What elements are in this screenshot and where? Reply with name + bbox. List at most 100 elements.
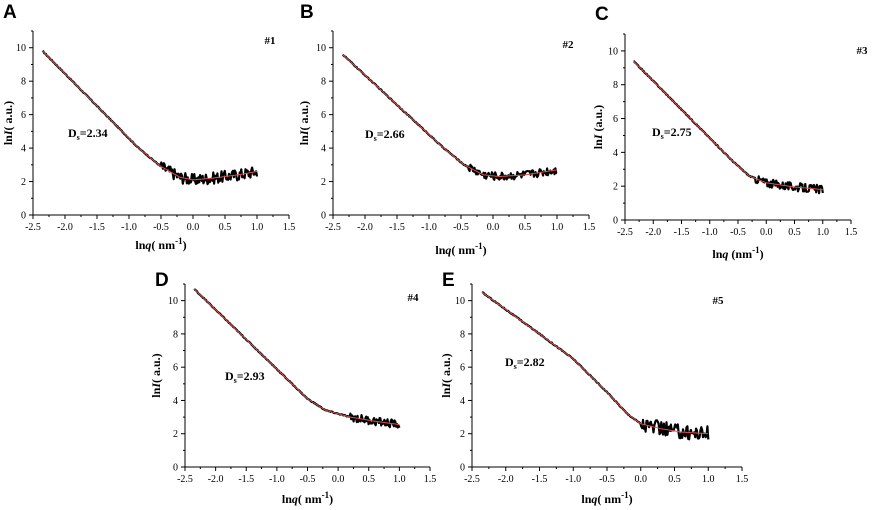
x-tick-label: 0.0 [487, 222, 500, 233]
fractal-dimension-label: Ds=2.93 [225, 369, 265, 385]
y-axis-label: lnI (a.u.) [591, 105, 605, 149]
x-tick-label: 1.0 [702, 474, 715, 485]
sample-label: #3 [857, 45, 869, 57]
y-tick-label: 0 [321, 211, 326, 222]
x-tick-label: 0.0 [635, 474, 648, 485]
x-tick-label: -1.0 [702, 227, 718, 238]
y-tick-label: 6 [21, 110, 26, 121]
panel-a: A -2.5 -2.0 -1.5 -1.0 -0.5 0.0 0.5 1.0 1.5 0 2 4 6 8 10… [1, 2, 295, 252]
panel-letter: D [155, 270, 169, 291]
x-tick-label: 1.0 [393, 474, 406, 485]
x-tick-label: -0.5 [599, 474, 615, 485]
x-tick-label: 1.5 [424, 474, 437, 485]
fractal-dimension-label: Ds=2.34 [68, 126, 108, 142]
x-tick-label: 1.0 [817, 227, 830, 238]
fractal-dimension-label: Ds=2.75 [652, 125, 692, 141]
fractal-dimension-label: Ds=2.82 [505, 355, 545, 371]
y-tick-label: 0 [173, 463, 178, 474]
panel-letter: B [300, 2, 314, 23]
x-tick-label: -1.5 [532, 474, 548, 485]
y-tick-label: 6 [460, 363, 465, 374]
y-tick-label: 4 [21, 144, 26, 155]
x-tick-label: -1.0 [421, 222, 437, 233]
x-tick-label: -2.0 [208, 474, 224, 485]
panel-b: B -2.5 -2.0 -1.5 -1.0 -0.5 0.0 0.5 1.0 1.5 0 2 4 6 8 10… [297, 2, 595, 257]
y-tick-label: 10 [608, 46, 618, 57]
y-tick-label: 0 [613, 216, 618, 227]
scattering-curve [633, 60, 824, 195]
x-tick-label: -1.5 [238, 474, 254, 485]
sample-label: #5 [713, 295, 725, 307]
x-tick-label: -2.5 [617, 227, 633, 238]
sample-label: #1 [265, 35, 276, 47]
x-tick-label: 0.5 [219, 222, 232, 233]
y-tick-label: 10 [16, 43, 26, 54]
y-tick-label: 10 [455, 296, 465, 307]
x-axis-label: lnq (nm-1) [712, 245, 763, 261]
x-axis-label: lnq( nm-1) [435, 241, 486, 257]
x-axis-label: lnq( nm-1) [581, 490, 632, 506]
fit-line [342, 54, 558, 177]
x-tick-label: -1.5 [389, 222, 405, 233]
y-tick-label: 2 [321, 177, 326, 188]
fit-line [42, 50, 258, 181]
y-axis-label: lnI( a.u.) [297, 101, 311, 145]
y-tick-label: 10 [168, 296, 178, 307]
y-tick-label: 8 [460, 329, 465, 340]
x-tick-label: 0.5 [668, 474, 681, 485]
x-tick-label: -0.5 [730, 227, 746, 238]
y-tick-label: 2 [21, 177, 26, 188]
y-tick-label: 8 [321, 77, 326, 88]
x-tick-label: 1.5 [736, 474, 749, 485]
x-tick-label: 0.0 [187, 222, 200, 233]
x-tick-label: -2.5 [464, 474, 480, 485]
y-tick-label: 4 [460, 396, 465, 407]
y-tick-label: 4 [613, 148, 618, 159]
y-tick-label: 8 [613, 80, 618, 91]
fit-line [481, 291, 709, 435]
scattering-curve [41, 49, 259, 186]
x-tick-label: -2.5 [25, 222, 41, 233]
y-tick-label: 2 [173, 429, 178, 440]
y-axis-label: lnI( a.u.) [1, 101, 15, 145]
x-tick-label: 0.0 [332, 474, 345, 485]
x-tick-label: -2.0 [645, 227, 661, 238]
sample-label: #4 [408, 292, 420, 304]
x-tick-label: 1.0 [251, 222, 264, 233]
y-tick-label: 6 [173, 363, 178, 374]
sample-label: #2 [563, 39, 575, 51]
x-tick-label: -1.5 [89, 222, 105, 233]
x-tick-label: -1.0 [565, 474, 581, 485]
panel-letter: E [442, 270, 455, 291]
x-tick-label: -2.0 [57, 222, 73, 233]
y-tick-label: 6 [321, 110, 326, 121]
y-tick-label: 0 [21, 211, 26, 222]
x-tick-label: -1.0 [269, 474, 285, 485]
y-tick-label: 8 [173, 329, 178, 340]
x-tick-label: -0.5 [300, 474, 316, 485]
x-tick-label: -1.5 [674, 227, 690, 238]
x-tick-label: 1.5 [583, 222, 596, 233]
y-tick-label: 4 [321, 144, 326, 155]
x-tick-label: 1.5 [845, 227, 858, 238]
panel-e: E -2.5 -2.0 -1.5 -1.0 -0.5 0.0 0.5 1.0 1.5 0 2 4 6 8 10… [439, 270, 748, 506]
x-tick-label: -2.0 [498, 474, 514, 485]
x-tick-label: 1.0 [551, 222, 564, 233]
x-tick-label: 0.5 [788, 227, 801, 238]
y-tick-label: 0 [460, 463, 465, 474]
y-axis-label: lnI( a.u.) [149, 353, 163, 397]
y-tick-label: 8 [21, 77, 26, 88]
x-axis-label: lnq( nm-1) [282, 490, 333, 506]
panel-d: D -2.5 -2.0 -1.5 -1.0 -0.5 0.0 0.5 1.0 1.5 0 2 4 6 8 10… [149, 270, 436, 506]
fit-line [633, 60, 823, 191]
x-tick-label: 0.5 [363, 474, 376, 485]
x-tick-label: 1.5 [283, 222, 296, 233]
x-tick-label: -2.5 [325, 222, 341, 233]
scattering-curve [342, 53, 558, 181]
fractal-dimension-label: Ds=2.66 [365, 127, 405, 143]
y-tick-label: 2 [460, 429, 465, 440]
panel-c: C -2.5 -2.0 -1.5 -1.0 -0.5 0.0 0.5 1.0 1.5 0 2 4 6 8 10… [591, 4, 868, 261]
y-axis-label: lnI( a.u.) [439, 353, 453, 397]
panel-letter: C [595, 4, 609, 25]
